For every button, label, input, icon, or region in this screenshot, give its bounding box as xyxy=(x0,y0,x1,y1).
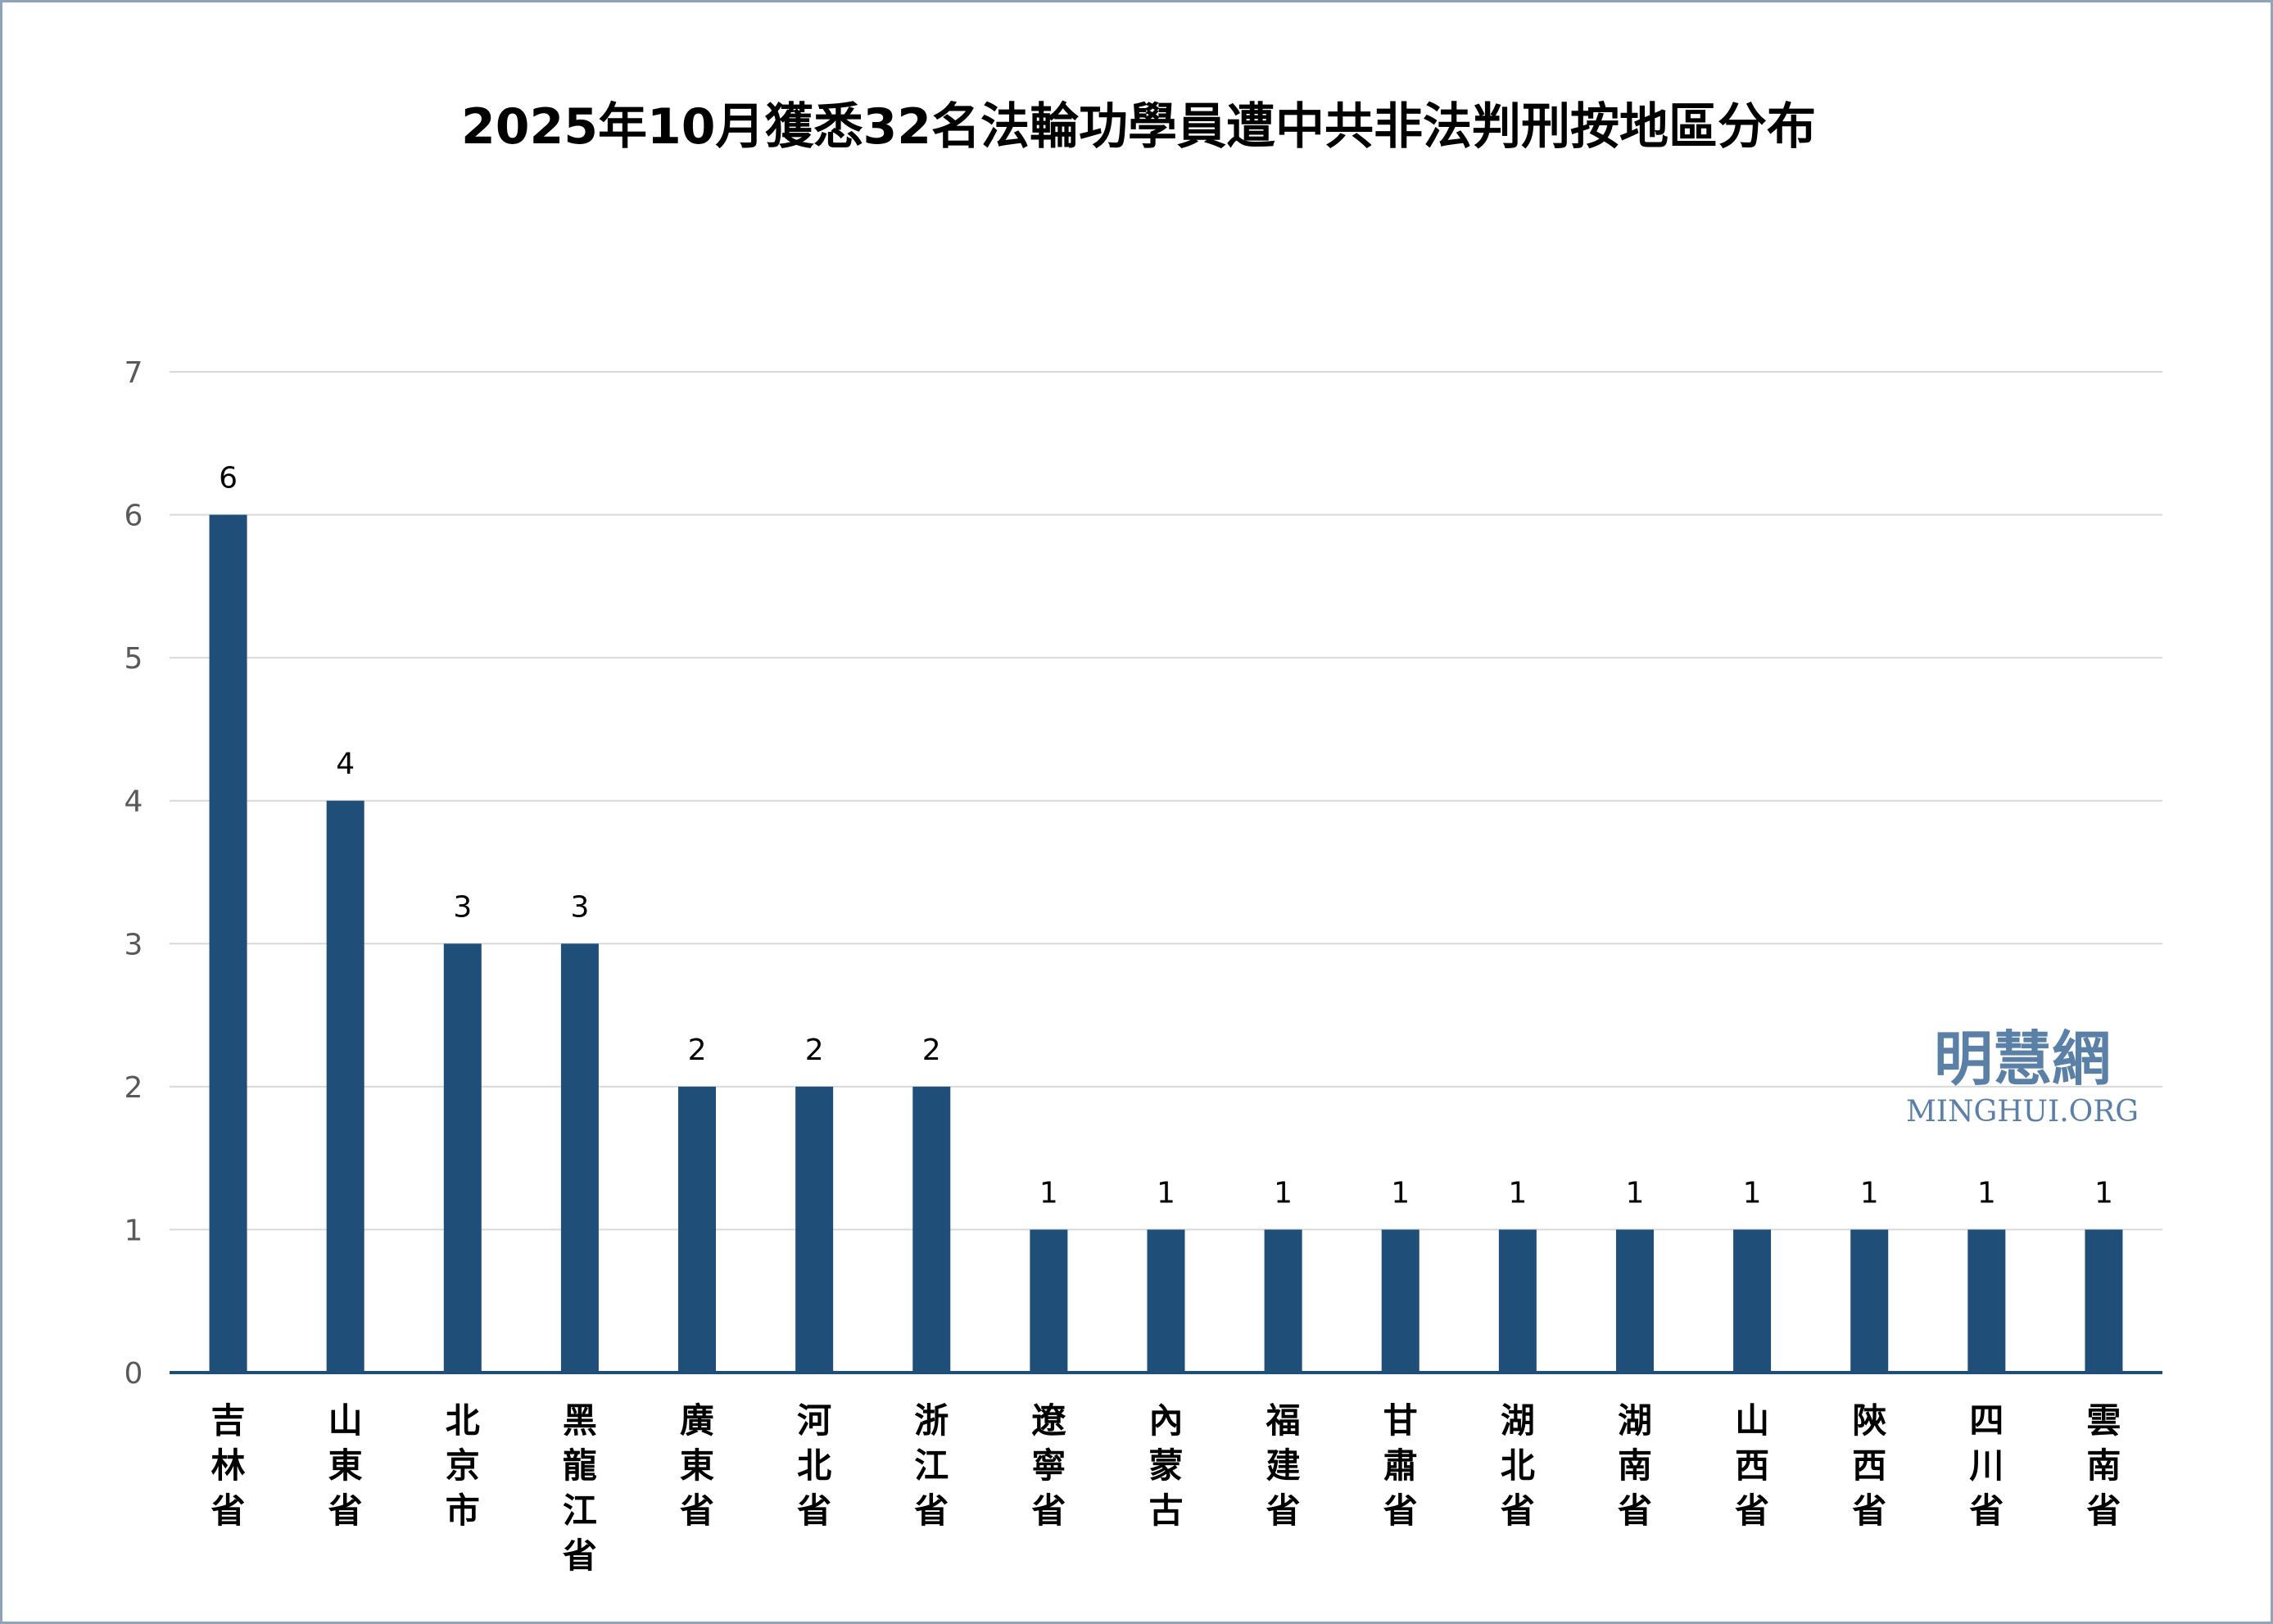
x-tick-label: 河北省 xyxy=(797,1400,831,1531)
x-tick-label: 雲南省 xyxy=(2086,1400,2121,1531)
bar xyxy=(443,943,482,1373)
x-tick-label: 吉林省 xyxy=(211,1400,246,1531)
y-tick-label: 6 xyxy=(125,500,143,533)
bar xyxy=(678,1086,717,1373)
x-tick-label: 陝西省 xyxy=(1852,1400,1886,1531)
x-tick-label: 湖南省 xyxy=(1618,1400,1652,1531)
watermark-logo-text: 明慧網 xyxy=(1934,1024,2111,1093)
bar xyxy=(209,514,247,1373)
data-label: 2 xyxy=(688,1034,707,1067)
data-label: 1 xyxy=(1274,1176,1293,1210)
data-labels: 6 4 3 3 2 2 2 1 1 1 1 1 1 1 1 1 1 xyxy=(219,462,2113,1210)
bar xyxy=(1381,1229,1419,1373)
bar xyxy=(1850,1229,1889,1373)
data-label: 4 xyxy=(336,748,355,781)
bar xyxy=(1615,1229,1654,1373)
y-tick-label: 3 xyxy=(125,928,143,961)
bars xyxy=(209,514,2123,1373)
data-label: 1 xyxy=(1977,1176,1996,1210)
data-label: 1 xyxy=(1157,1176,1175,1210)
watermark: 明慧網 MINGHUI.ORG xyxy=(1906,1024,2139,1129)
data-label: 1 xyxy=(1391,1176,1410,1210)
watermark-url: MINGHUI.ORG xyxy=(1906,1095,2139,1129)
data-label: 3 xyxy=(570,890,589,924)
data-label: 1 xyxy=(1508,1176,1527,1210)
data-label: 2 xyxy=(922,1034,941,1067)
bar xyxy=(912,1086,951,1373)
bar xyxy=(560,943,599,1373)
bar xyxy=(795,1086,834,1373)
y-tick-label: 4 xyxy=(125,785,143,819)
gridlines xyxy=(170,371,2162,1374)
x-tick-label: 廣東省 xyxy=(680,1400,714,1531)
y-tick-labels: 0 1 2 3 4 5 6 7 xyxy=(125,356,143,1391)
x-tick-labels: 吉林省 山東省 北京市 黑龍江省 廣東省 河北省 浙江省 遼寧省 內蒙古 福建省 甘肅省 湖北省 湖南省… xyxy=(211,1400,2121,1576)
y-tick-label: 5 xyxy=(125,642,143,676)
data-label: 3 xyxy=(453,890,472,924)
x-tick-label: 內蒙古 xyxy=(1148,1400,1183,1531)
y-tick-label: 0 xyxy=(125,1357,143,1391)
x-tick-label: 浙江省 xyxy=(914,1400,949,1531)
x-tick-label: 黑龍江省 xyxy=(563,1400,597,1576)
bar xyxy=(1030,1229,1068,1373)
data-label: 1 xyxy=(1039,1176,1058,1210)
x-tick-label: 福建省 xyxy=(1266,1400,1301,1531)
bar xyxy=(326,800,364,1373)
x-tick-label: 湖北省 xyxy=(1501,1400,1535,1531)
data-label: 1 xyxy=(2094,1176,2113,1210)
bar xyxy=(1967,1229,2006,1373)
data-label: 1 xyxy=(1860,1176,1879,1210)
x-tick-label: 山西省 xyxy=(1735,1400,1769,1531)
data-label: 6 xyxy=(219,462,238,495)
bar xyxy=(1733,1229,1772,1373)
x-tick-label: 四川省 xyxy=(1969,1400,2004,1531)
data-label: 1 xyxy=(1626,1176,1645,1210)
y-tick-label: 2 xyxy=(125,1071,143,1105)
data-label: 1 xyxy=(1743,1176,1762,1210)
y-tick-label: 1 xyxy=(125,1214,143,1247)
x-tick-label: 北京市 xyxy=(446,1400,480,1531)
x-tick-label: 遼寧省 xyxy=(1031,1400,1066,1531)
x-tick-label: 山東省 xyxy=(328,1400,363,1531)
data-label: 2 xyxy=(805,1034,824,1067)
bar xyxy=(1264,1229,1302,1373)
x-tick-label: 甘肅省 xyxy=(1383,1400,1418,1531)
bar xyxy=(1147,1229,1185,1373)
bar xyxy=(2085,1229,2123,1373)
y-tick-label: 7 xyxy=(125,356,143,390)
chart-title: 2025年10月獲悉32名法輪功學員遭中共非法判刑按地區分布 xyxy=(461,98,1816,156)
bar xyxy=(1498,1229,1537,1373)
